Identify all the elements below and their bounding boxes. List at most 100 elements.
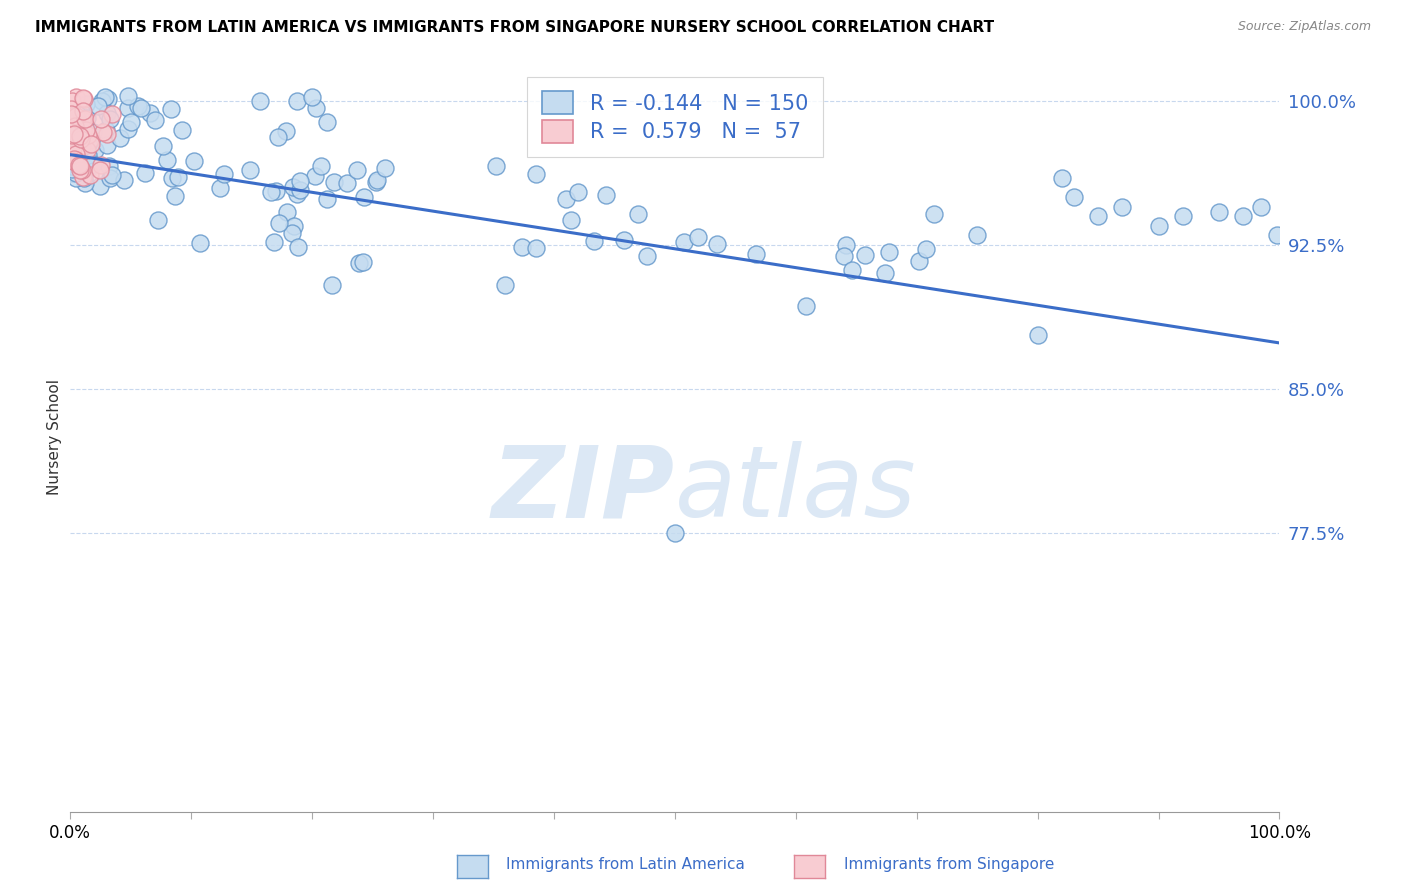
Point — [60, 128, 83, 142]
Point — [80, 136, 103, 151]
Point — [1087, 209, 1109, 223]
Point — [97, 159, 120, 173]
Point — [62, 166, 84, 180]
Point — [96, 123, 118, 137]
Point — [77, 134, 100, 148]
Point — [112, 173, 135, 187]
Text: Immigrants from Singapore: Immigrants from Singapore — [844, 857, 1054, 872]
Point — [108, 131, 131, 145]
Legend: R = -0.144   N = 150, R =  0.579   N =  57: R = -0.144 N = 150, R = 0.579 N = 57 — [527, 77, 823, 157]
Point — [281, 226, 304, 240]
Point — [76, 133, 98, 147]
Point — [60, 166, 83, 180]
Point — [274, 124, 297, 138]
Point — [101, 169, 124, 183]
Point — [73, 135, 96, 149]
Point — [62, 158, 84, 172]
Point — [276, 205, 298, 219]
Point — [97, 92, 120, 106]
Y-axis label: Nursery School: Nursery School — [46, 379, 62, 495]
Point — [60, 94, 83, 108]
Point — [62, 108, 84, 122]
Point — [60, 107, 83, 121]
Point — [66, 153, 89, 168]
Point — [170, 123, 193, 137]
Point — [73, 171, 96, 186]
Point — [285, 187, 308, 202]
Point — [70, 132, 93, 146]
Point — [70, 139, 93, 153]
Point — [59, 126, 82, 140]
Point — [1063, 190, 1085, 204]
Point — [65, 150, 87, 164]
Point — [65, 131, 87, 145]
Point — [69, 141, 91, 155]
Point — [75, 123, 97, 137]
Point — [73, 128, 96, 143]
Point — [72, 112, 94, 127]
Point — [60, 109, 83, 123]
Point — [62, 118, 84, 132]
Point — [98, 112, 121, 127]
Point — [66, 143, 89, 157]
Point — [96, 127, 118, 141]
Point — [60, 153, 83, 168]
Point — [1050, 170, 1073, 185]
Point — [595, 188, 617, 202]
Point — [156, 153, 179, 167]
Point — [73, 122, 96, 136]
Point — [239, 162, 262, 177]
Point — [1250, 200, 1272, 214]
Point — [72, 170, 94, 185]
Point — [290, 174, 312, 188]
Point — [321, 278, 343, 293]
Point — [1265, 228, 1288, 243]
Point — [567, 185, 589, 199]
Point — [60, 116, 83, 130]
Text: ZIP: ZIP — [492, 441, 675, 538]
Point — [146, 212, 169, 227]
Point — [73, 93, 96, 107]
Point — [143, 112, 166, 127]
Point — [873, 266, 896, 280]
Point — [267, 216, 290, 230]
Point — [366, 173, 388, 187]
Point — [60, 124, 83, 138]
Point — [83, 143, 105, 157]
Point — [315, 114, 337, 128]
Point — [65, 153, 87, 167]
Point — [160, 102, 183, 116]
Point — [212, 167, 235, 181]
Point — [65, 170, 87, 185]
Point — [117, 121, 139, 136]
Point — [138, 105, 160, 120]
Point — [62, 140, 84, 154]
Point — [166, 170, 188, 185]
Point — [63, 113, 86, 128]
Point — [82, 157, 104, 171]
Point — [264, 184, 287, 198]
Point — [374, 161, 396, 175]
Point — [120, 115, 142, 129]
Point — [96, 137, 118, 152]
Point — [267, 130, 290, 145]
Point — [77, 161, 100, 176]
Point — [162, 171, 184, 186]
Point — [62, 138, 84, 153]
Point — [79, 133, 101, 147]
Point — [76, 111, 98, 125]
Point — [636, 248, 658, 262]
Point — [60, 115, 83, 129]
Point — [1026, 328, 1049, 343]
Point — [1111, 200, 1133, 214]
Point — [305, 101, 328, 115]
Point — [672, 235, 695, 249]
Point — [89, 178, 111, 193]
Point — [117, 88, 139, 103]
Point — [66, 155, 89, 169]
Point — [62, 141, 84, 155]
Point — [834, 249, 856, 263]
Point — [582, 234, 605, 248]
Point — [65, 147, 87, 161]
Point — [70, 118, 93, 132]
